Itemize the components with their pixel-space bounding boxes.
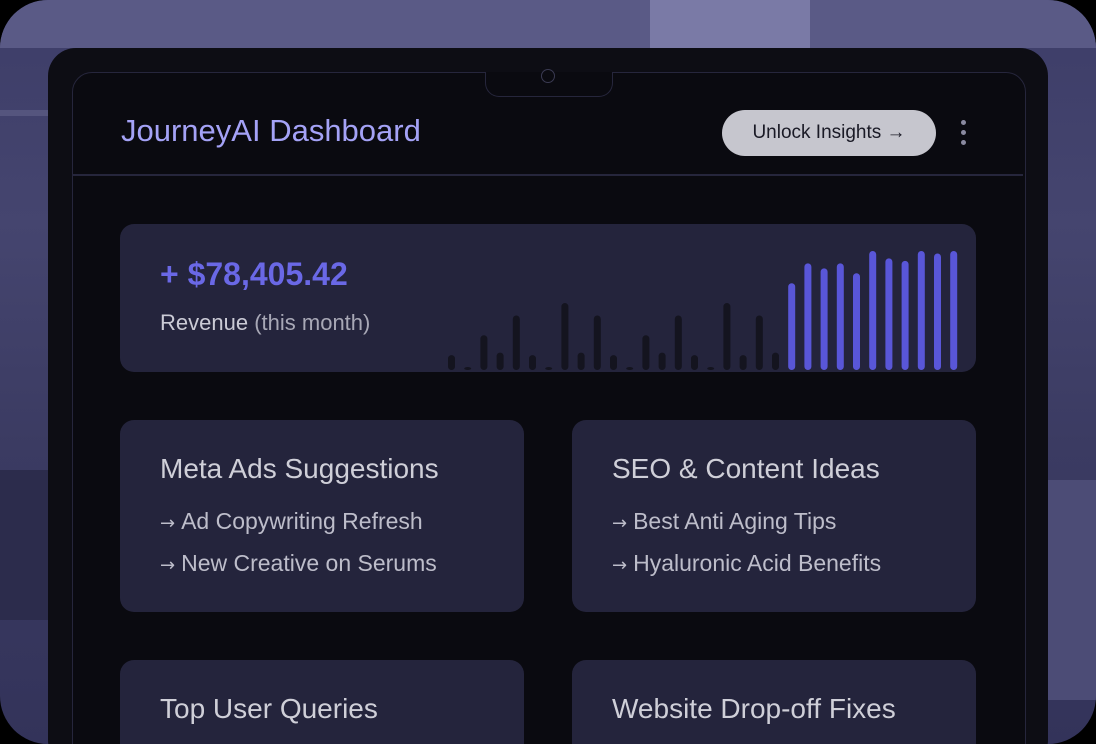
- revenue-bar-chart: [448, 250, 958, 370]
- arrow-right-icon: →: [160, 555, 176, 576]
- revenue-bar: [804, 263, 812, 370]
- page-title: JourneyAI Dashboard: [121, 113, 421, 148]
- arrow-right-icon: →: [612, 555, 628, 576]
- suggestion-link[interactable]: → Best Anti Aging Tips: [612, 508, 836, 535]
- camera-icon: [541, 69, 555, 83]
- card-title: Meta Ads Suggestions: [160, 453, 439, 484]
- suggestion-label: Ad Copywriting Refresh: [181, 508, 423, 534]
- revenue-bar: [820, 268, 828, 370]
- card-title: SEO & Content Ideas: [612, 453, 880, 484]
- revenue-bar: [836, 263, 844, 370]
- revenue-bar: [885, 258, 893, 370]
- arrow-right-icon: →: [160, 513, 176, 534]
- revenue-bar: [577, 352, 585, 370]
- revenue-bar: [642, 335, 650, 370]
- suggestion-label: Hyaluronic Acid Benefits: [633, 550, 882, 576]
- revenue-label-text: Revenue: [160, 310, 249, 335]
- revenue-bar: [739, 355, 747, 370]
- revenue-bar: [691, 355, 698, 370]
- suggestion-link[interactable]: → New Creative on Serums: [160, 550, 437, 577]
- seo-content-card[interactable]: [572, 420, 976, 612]
- suggestion-link[interactable]: → Ad Copywriting Refresh: [160, 508, 423, 535]
- revenue-bar: [674, 315, 682, 370]
- top-user-queries-card[interactable]: [120, 660, 524, 744]
- header-divider: [73, 174, 1023, 176]
- revenue-bar: [496, 352, 504, 370]
- suggestion-label: New Creative on Serums: [181, 550, 437, 576]
- revenue-bar: [755, 315, 763, 370]
- revenue-bar: [658, 352, 666, 370]
- revenue-bar: [545, 367, 553, 370]
- arrow-right-icon: →: [612, 513, 628, 534]
- revenue-label-suffix: (this month): [254, 310, 371, 335]
- background-blur: [0, 0, 1096, 48]
- revenue-bar: [707, 367, 715, 370]
- revenue-bar: [529, 355, 536, 370]
- revenue-bar: [512, 315, 520, 370]
- card-title: Website Drop-off Fixes: [612, 693, 896, 724]
- revenue-label: Revenue (this month): [160, 310, 370, 336]
- revenue-bar: [934, 253, 941, 370]
- revenue-bar: [723, 303, 731, 370]
- meta-ads-card[interactable]: [120, 420, 524, 612]
- background-blur: [0, 110, 50, 116]
- dashboard-screen: [72, 72, 1026, 744]
- more-vertical-icon[interactable]: [953, 118, 973, 148]
- suggestion-label: Best Anti Aging Tips: [633, 508, 837, 534]
- revenue-bar: [626, 367, 634, 370]
- website-dropoff-card[interactable]: [572, 660, 976, 744]
- revenue-bar: [561, 303, 569, 370]
- revenue-card: [120, 224, 976, 372]
- revenue-bar: [772, 352, 779, 370]
- revenue-bar: [464, 367, 472, 370]
- background-blur: [1046, 480, 1096, 700]
- unlock-insights-button[interactable]: Unlock Insights →: [722, 110, 936, 156]
- revenue-bar: [788, 283, 796, 370]
- revenue-bar: [480, 335, 488, 370]
- background-blur: [650, 0, 810, 48]
- revenue-bar: [448, 355, 455, 370]
- revenue-bar: [853, 273, 860, 370]
- suggestion-link[interactable]: → Hyaluronic Acid Benefits: [612, 550, 881, 577]
- revenue-bar: [901, 260, 909, 370]
- revenue-bar: [950, 250, 958, 370]
- revenue-bar: [593, 315, 601, 370]
- card-title: Top User Queries: [160, 693, 378, 724]
- revenue-bar: [869, 250, 877, 370]
- revenue-bar: [917, 250, 925, 370]
- revenue-value: + $78,405.42: [160, 256, 348, 292]
- background-blur: [0, 470, 50, 620]
- revenue-bar: [610, 355, 617, 370]
